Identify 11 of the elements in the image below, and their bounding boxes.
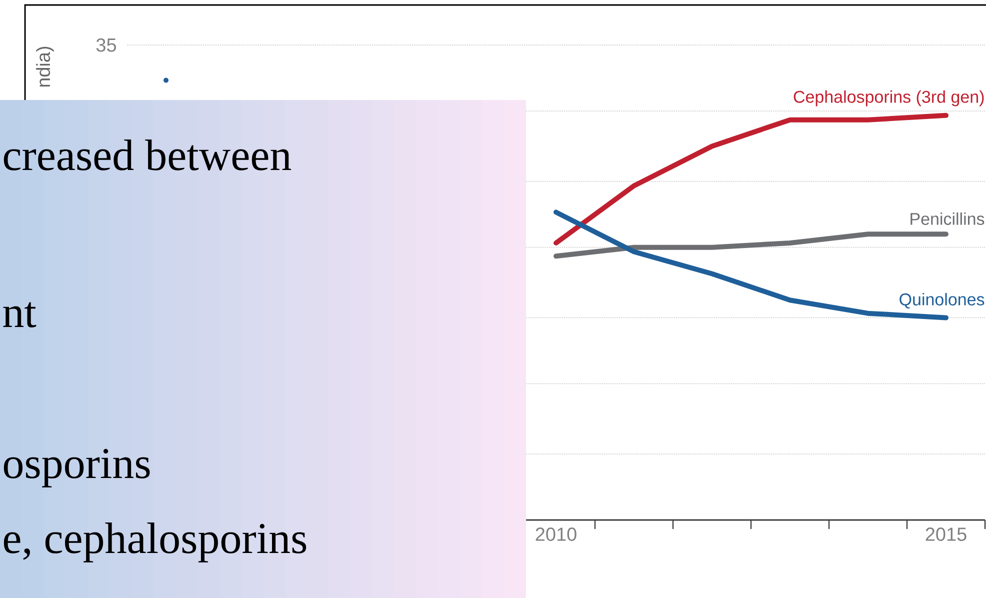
- series-label: Cephalosporins (3rd gen): [794, 90, 984, 106]
- series-label: Quinolones: [900, 292, 984, 309]
- annotation: osporins: [4, 448, 150, 488]
- text: 35: [96, 38, 116, 52]
- x-tick-label: 2015: [926, 528, 966, 541]
- text: nt: [3, 302, 36, 328]
- x-tick-label: 2010: [536, 528, 576, 541]
- text: e, cephalosporins: [4, 522, 306, 562]
- annotation: creased between: [4, 139, 292, 170]
- y-axis-title: ndia): [36, 46, 54, 87]
- series-label: Penicillins: [910, 212, 984, 225]
